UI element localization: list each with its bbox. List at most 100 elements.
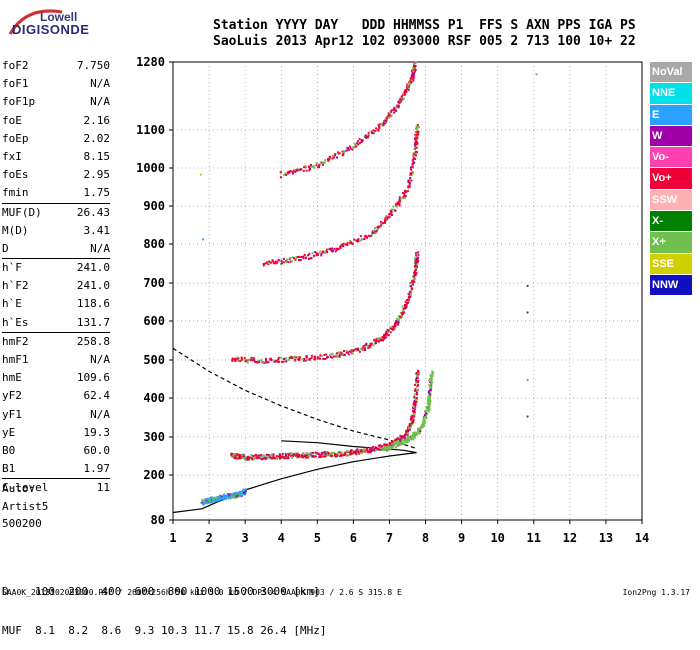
param-row: foF1 N/A (2, 75, 110, 93)
echo-point (395, 203, 398, 206)
echo-point (323, 251, 326, 254)
param-row: hmF2 258.8 (2, 333, 110, 351)
echo-point (372, 132, 375, 135)
echo-point (417, 130, 420, 133)
y-tick-label: 700 (143, 276, 165, 290)
echo-point (236, 358, 239, 361)
param-name: MUF(D) (2, 205, 42, 219)
echo-point (341, 154, 344, 157)
echo-point (405, 306, 408, 309)
echo-point (305, 256, 307, 259)
echo-point (427, 391, 430, 394)
echo-point (413, 408, 416, 411)
echo-point (262, 361, 265, 364)
echo-point (325, 353, 328, 356)
echo-point (429, 374, 432, 377)
echo-point (389, 448, 392, 451)
echo-point (392, 327, 395, 330)
echo-point (281, 361, 284, 364)
echo-point (307, 254, 310, 257)
echo-point (321, 452, 324, 455)
echo-point (430, 375, 433, 378)
echo-point (414, 137, 417, 140)
echo-point (368, 448, 371, 451)
echo-point (314, 357, 317, 360)
echo-point (371, 132, 374, 134)
param-value: 2.95 (83, 168, 111, 182)
param-name: h`E (2, 297, 22, 311)
echo-point (357, 450, 360, 453)
param-name: M(D) (2, 223, 29, 237)
x-tick-label: 6 (350, 531, 357, 545)
echo-point (321, 162, 324, 165)
echo-point (382, 448, 385, 451)
echo-point (407, 436, 410, 438)
y-tick-label: 1100 (136, 123, 165, 137)
echo-point (396, 440, 399, 443)
echo-point (367, 131, 370, 134)
echo-point (431, 374, 434, 377)
echo-point (385, 443, 388, 446)
echo-point (229, 496, 232, 499)
echo-point (380, 447, 383, 450)
echo-point (243, 488, 246, 491)
echo-point (414, 261, 416, 264)
echo-point (351, 242, 354, 245)
echo-point (395, 107, 397, 110)
echo-point (396, 319, 399, 321)
echo-point (416, 388, 418, 391)
param-value: N/A (90, 407, 110, 421)
echo-point (422, 418, 425, 421)
echo-point (414, 383, 416, 386)
echo-point (419, 428, 421, 431)
echo-point (283, 174, 286, 177)
echo-point (329, 354, 332, 356)
y-tick-label: 400 (143, 391, 165, 405)
echo-point (331, 154, 334, 157)
echo-point (265, 453, 268, 456)
echo-point (374, 232, 377, 235)
echo-point (294, 358, 297, 361)
echo-point (350, 449, 353, 452)
echo-point (267, 263, 270, 265)
echo-point (359, 239, 362, 242)
legend-item: X- (650, 211, 692, 233)
echo-point (412, 159, 414, 162)
echo-point (415, 127, 418, 130)
echo-point (409, 426, 412, 429)
plot-frame (172, 61, 643, 521)
echo-point (345, 349, 348, 352)
isolated-echo-point (535, 73, 538, 76)
param-row: hmF1 N/A (2, 351, 110, 369)
echo-point (343, 350, 345, 352)
echo-point (416, 151, 418, 154)
echo-point (409, 177, 412, 179)
echo-point (413, 272, 416, 275)
echo-point (223, 493, 226, 496)
echo-point (264, 457, 267, 460)
echo-point (397, 104, 400, 107)
echo-point (314, 251, 317, 254)
echo-point (416, 129, 419, 132)
echo-point (284, 453, 287, 455)
echo-point (330, 453, 333, 455)
echo-point (417, 373, 420, 376)
echo-point (204, 502, 207, 505)
echo-point (370, 342, 373, 345)
echo-point (405, 90, 408, 92)
echo-point (365, 136, 368, 139)
x-tick-label: 9 (458, 531, 465, 545)
echo-point (291, 457, 294, 459)
echo-point (403, 195, 406, 198)
echo-point (395, 441, 398, 443)
echo-point (240, 356, 243, 359)
echo-point (407, 83, 410, 86)
echo-point (386, 333, 389, 336)
echo-point (324, 357, 327, 360)
echo-point (402, 310, 405, 313)
echo-point (289, 454, 292, 457)
echo-point (387, 334, 390, 337)
y-tick-label: 300 (143, 430, 165, 444)
echo-point (363, 235, 366, 238)
echo-point (421, 423, 424, 426)
